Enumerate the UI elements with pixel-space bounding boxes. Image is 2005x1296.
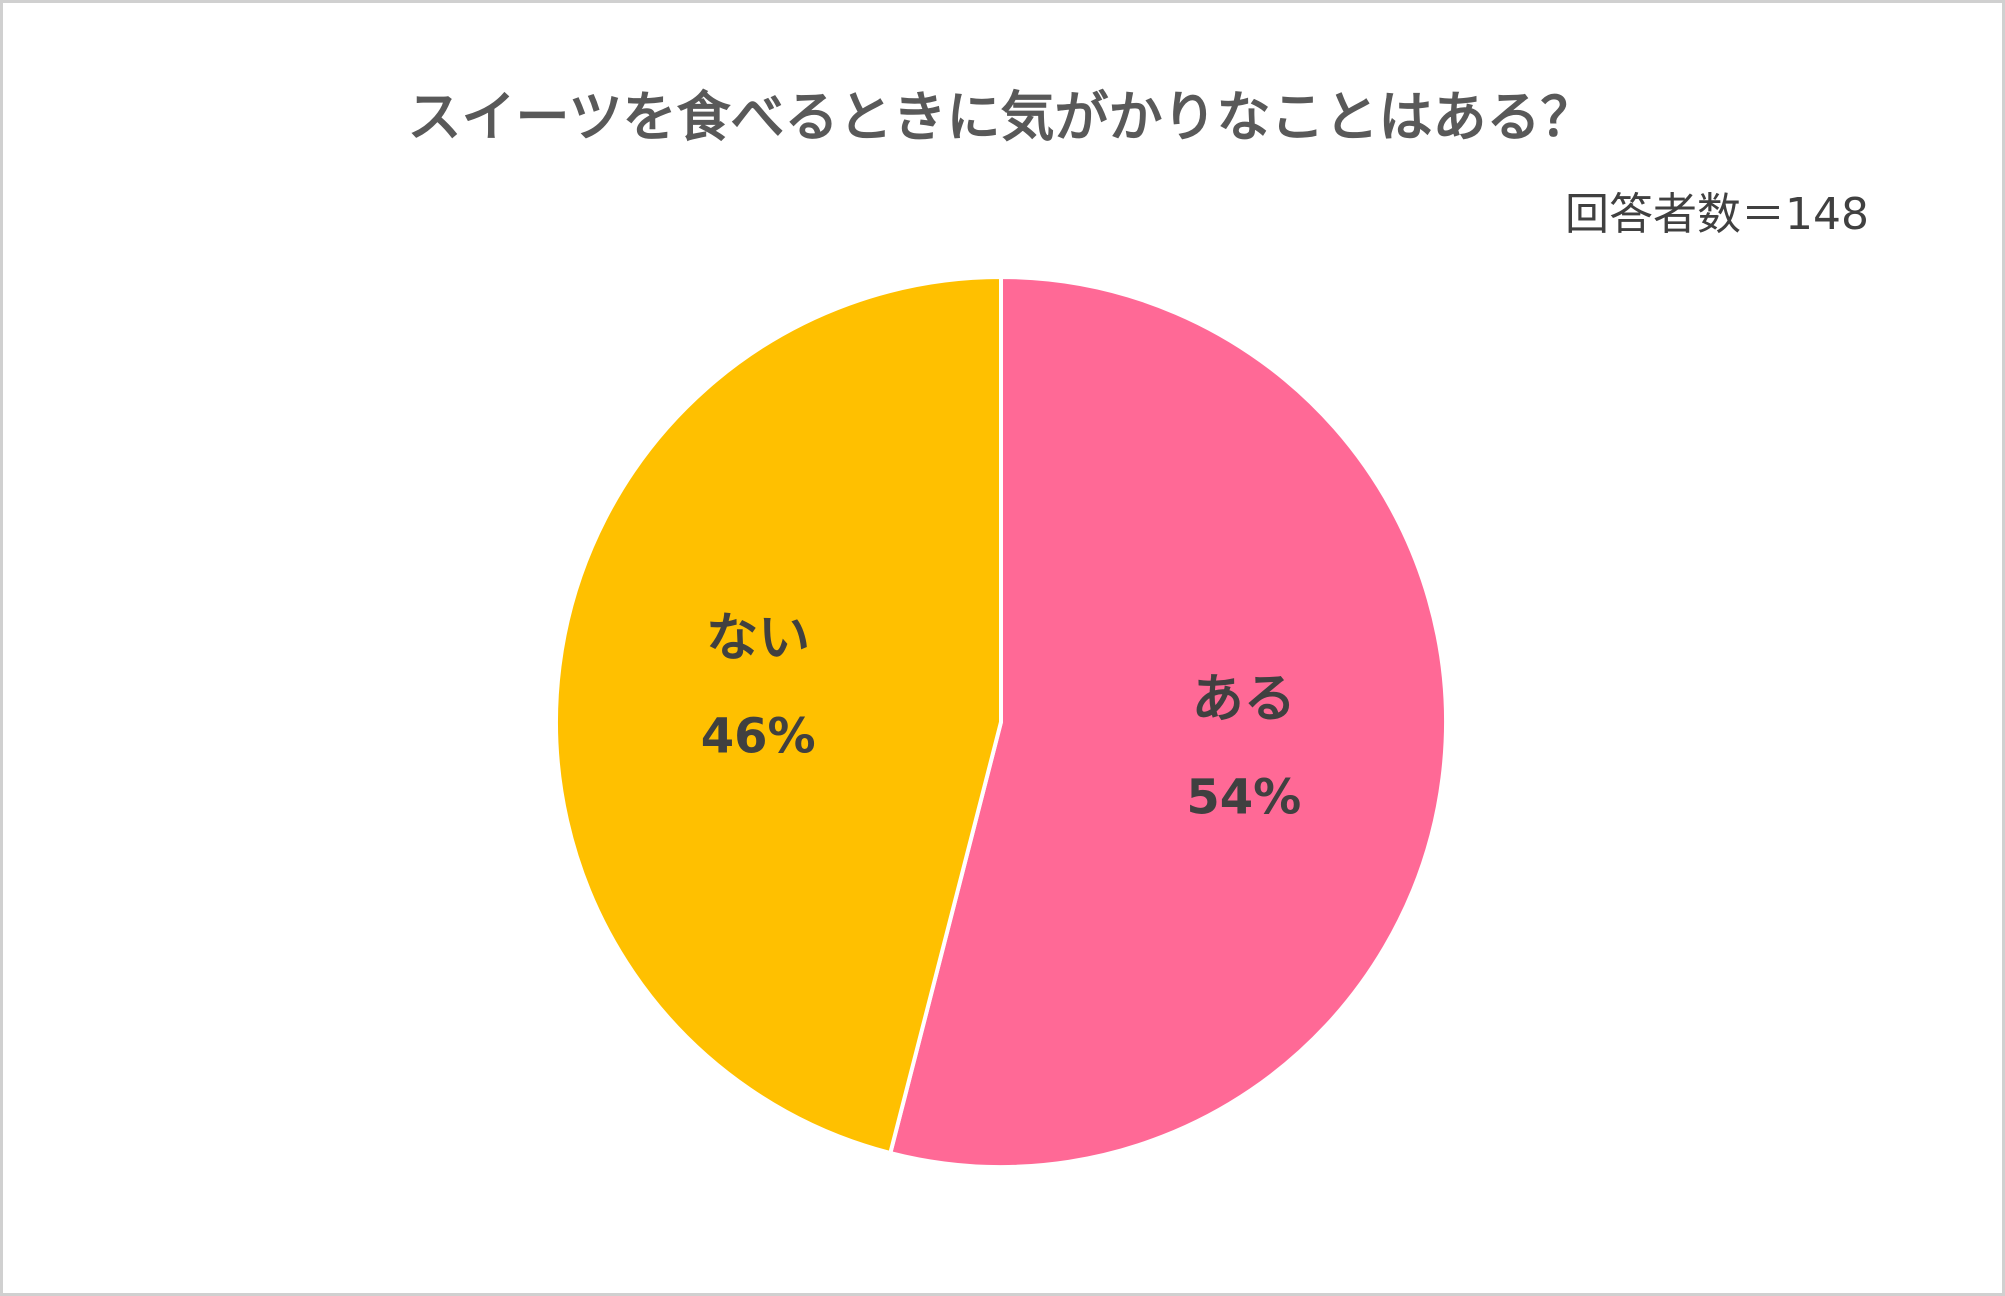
- pie-slice: [554, 274, 1003, 1156]
- value-label: 54%: [1186, 770, 1301, 826]
- pie-slice: [887, 274, 1448, 1169]
- chart-title: スイーツを食べるときに気がかりなことはある？: [408, 86, 1595, 149]
- chart-subtitle: 回答者数＝148: [1565, 189, 1869, 240]
- slice-label: ある: [1192, 670, 1296, 730]
- slice-label: ない: [706, 608, 810, 668]
- value-label: 46%: [701, 708, 816, 764]
